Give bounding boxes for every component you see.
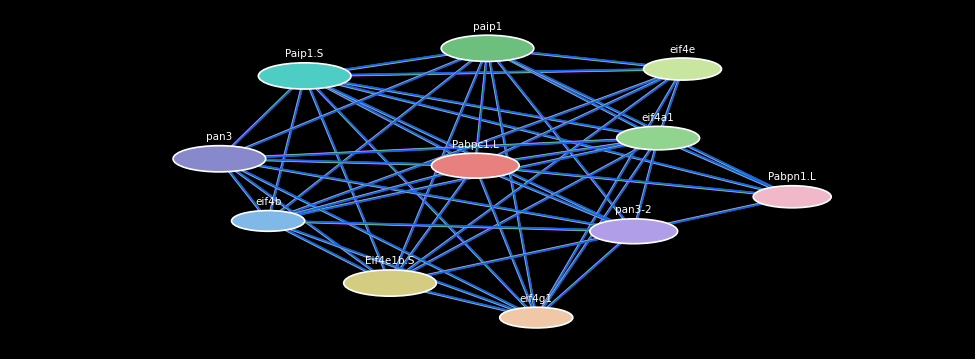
Text: eif4b: eif4b [254,197,282,207]
Circle shape [431,153,519,178]
Circle shape [500,307,573,328]
Circle shape [232,211,305,231]
Circle shape [258,63,351,89]
Text: eif4a1: eif4a1 [642,113,675,123]
Text: eif4e: eif4e [670,45,695,55]
Circle shape [644,58,722,80]
Text: Pabpc1.L: Pabpc1.L [451,140,499,150]
Circle shape [343,270,437,296]
Text: pan3: pan3 [207,132,232,142]
Circle shape [753,186,831,208]
Circle shape [174,146,265,172]
Text: Pabpn1.L: Pabpn1.L [768,172,816,182]
Text: Eif4e1b.S: Eif4e1b.S [366,256,414,266]
Circle shape [590,219,678,244]
Text: Paip1.S: Paip1.S [286,50,324,59]
Text: pan3-2: pan3-2 [615,205,652,215]
Circle shape [616,126,700,150]
Circle shape [441,35,534,61]
Text: paip1: paip1 [473,22,502,32]
Text: eif4g1: eif4g1 [520,294,553,304]
